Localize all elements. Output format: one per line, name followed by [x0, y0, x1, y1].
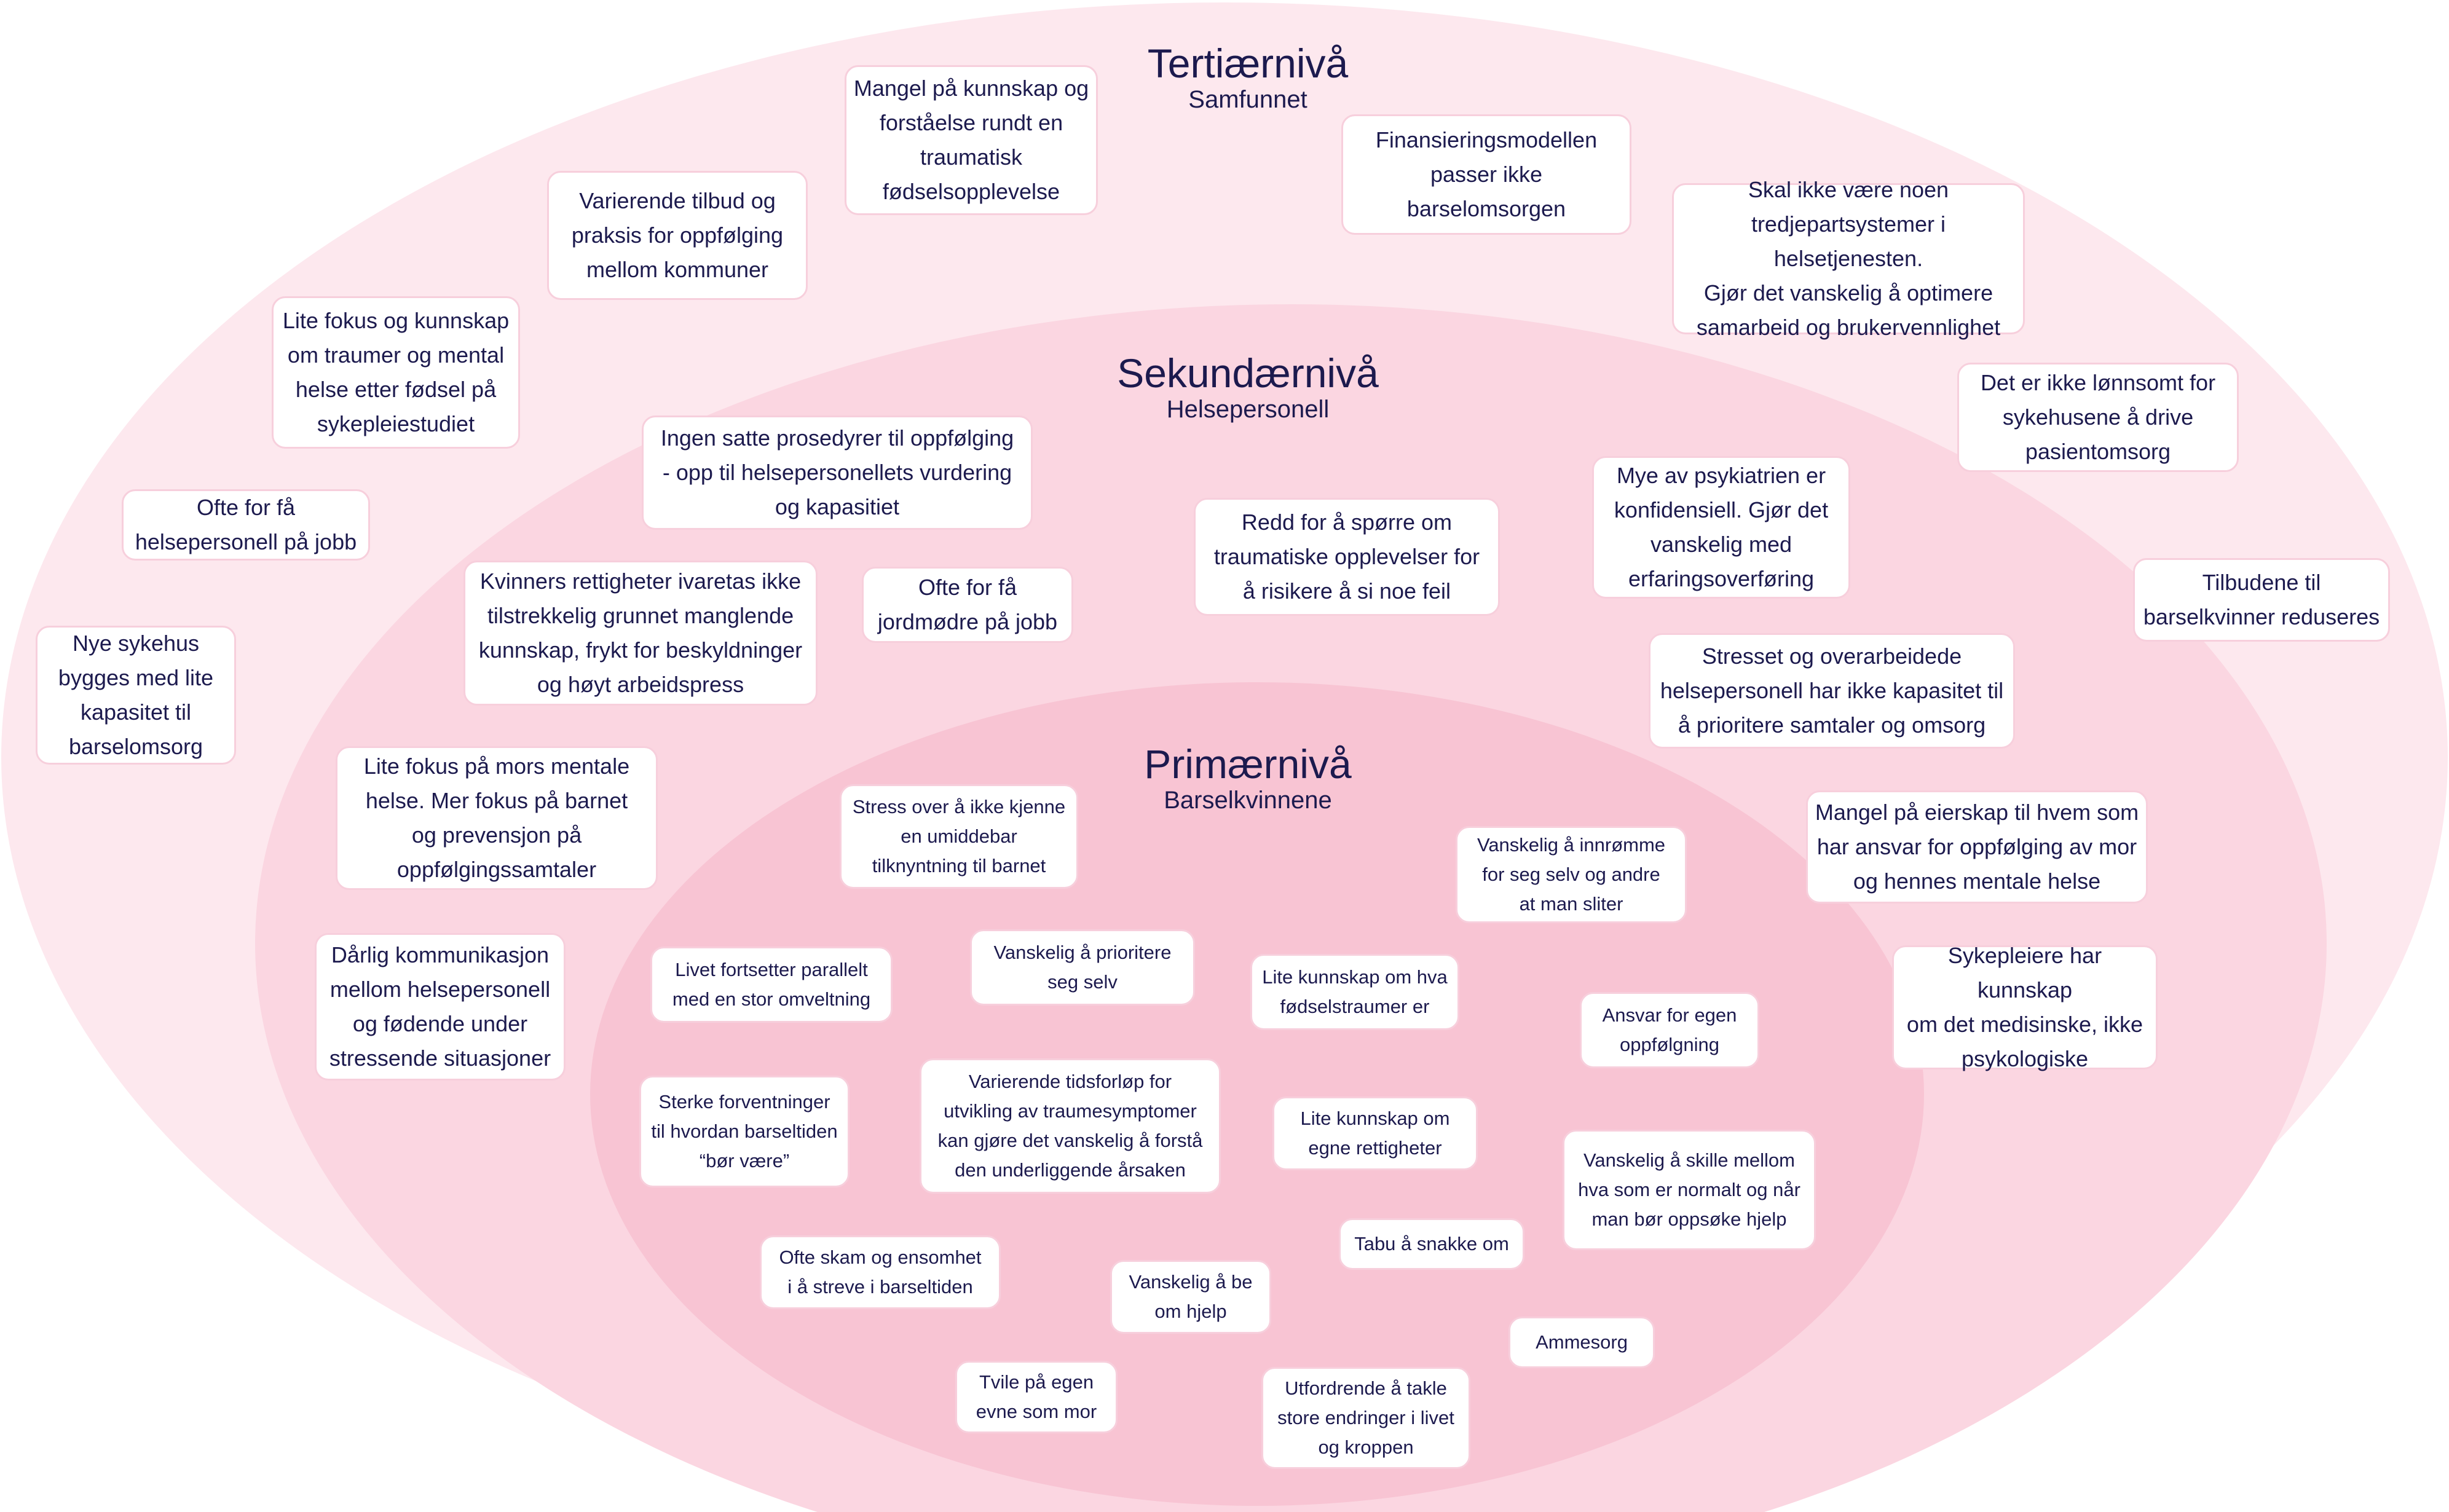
secondary-item: Lite fokus på mors mentale helse. Mer fo… — [336, 746, 658, 890]
secondary-title: Sekundærnivå — [1117, 350, 1379, 396]
tertiary-item: Lite fokus og kunnskap om traumer og men… — [272, 296, 520, 449]
primary-item: Tvile på egen evne som mor — [955, 1361, 1118, 1433]
primary-item: Vanskelig å skille mellom hva som er nor… — [1563, 1130, 1816, 1250]
primary-item: Vanskelig å innrømme for seg selv og and… — [1456, 826, 1687, 923]
primary-title: Primærnivå — [1144, 741, 1352, 787]
tertiary-item: Ofte for få helsepersonell på jobb — [122, 489, 370, 561]
secondary-item: Mye av psykiatrien er konfidensiell. Gjø… — [1592, 456, 1850, 599]
secondary-item: Stresset og overarbeidede helsepersonell… — [1649, 633, 2015, 749]
secondary-heading: Sekundærnivå Helsepersonell — [1063, 353, 1432, 422]
primary-item: Tabu å snakke om — [1339, 1218, 1524, 1270]
primary-item: Vanskelig å prioritere seg selv — [970, 929, 1195, 1006]
primary-item: Ansvar for egen oppfølgning — [1580, 992, 1759, 1068]
primary-subtitle: Barselkvinnene — [1164, 787, 1332, 814]
primary-item: Livet fortsetter parallelt med en stor o… — [650, 947, 893, 1023]
secondary-item: Ofte for få jordmødre på jobb — [862, 567, 1073, 643]
primary-heading: Primærnivå Barselkvinnene — [1063, 744, 1432, 813]
tertiary-item: Nye sykehus bygges med lite kapasitet ti… — [36, 626, 236, 765]
primary-item: Sterke forventninger til hvordan barselt… — [639, 1076, 850, 1187]
secondary-item: Kvinners rettigheter ivaretas ikke tilst… — [463, 561, 818, 706]
primary-item: Utfordrende å takle store endringer i li… — [1261, 1367, 1470, 1469]
primary-item: Ammesorg — [1508, 1317, 1655, 1368]
primary-item: Lite kunnskap om hva fødselstraumer er — [1250, 954, 1459, 1030]
primary-item: Ofte skam og ensomhet i å streve i barse… — [760, 1235, 1001, 1309]
tertiary-item: Skal ikke være noen tredjepartsystemer i… — [1672, 177, 2025, 340]
tertiary-item: Tilbudene til barselkvinner reduseres — [2133, 558, 2390, 642]
tertiary-item: Finansieringsmodellen passer ikke barsel… — [1341, 114, 1631, 235]
primary-item: Lite kunnskap om egne rettigheter — [1272, 1097, 1478, 1170]
secondary-item: Ingen satte prosedyrer til oppfølging - … — [642, 415, 1033, 530]
tertiary-item: Det er ikke lønnsomt for sykehusene å dr… — [1957, 363, 2239, 472]
tertiary-item: Varierende tilbud og praksis for oppfølg… — [547, 171, 808, 300]
tertiary-subtitle: Samfunnet — [1188, 86, 1307, 113]
primary-item: Vanskelig å be om hjelp — [1110, 1260, 1271, 1334]
secondary-subtitle: Helsepersonell — [1166, 396, 1330, 423]
tertiary-title: Tertiærnivå — [1147, 41, 1349, 86]
secondary-item: Redd for å spørre om traumatiske oppleve… — [1194, 498, 1500, 616]
primary-item: Stress over å ikke kjenne en umiddebar t… — [840, 784, 1078, 889]
tertiary-heading: Tertiærnivå Samfunnet — [1063, 43, 1432, 112]
secondary-item: Sykepleiere har kunnskap om det medisins… — [1892, 943, 2158, 1071]
primary-item: Varierende tidsforløp for utvikling av t… — [920, 1058, 1221, 1194]
secondary-item: Mangel på eierskap til hvem som har ansv… — [1806, 790, 2148, 904]
tertiary-item: Mangel på kunnskap og forståelse rundt e… — [845, 65, 1098, 215]
secondary-item: Dårlig kommunikasjon mellom helsepersone… — [315, 933, 566, 1081]
